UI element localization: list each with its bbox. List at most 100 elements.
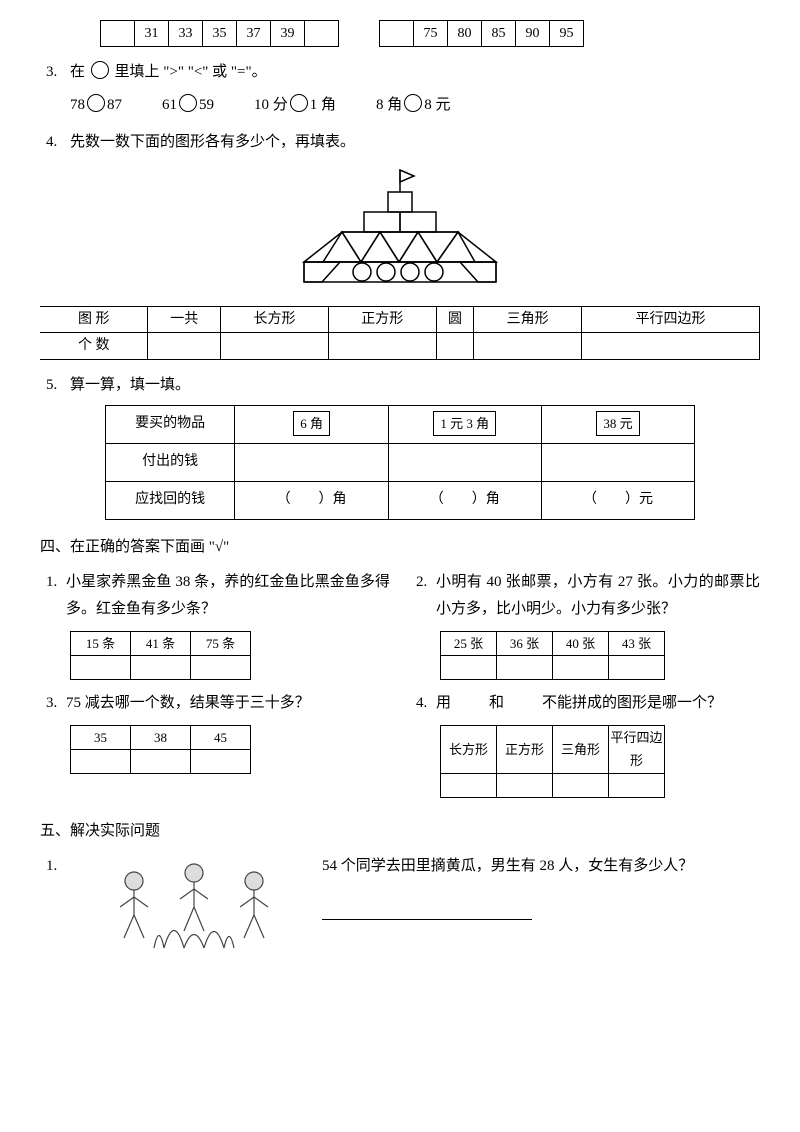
- row-label: 要买的物品: [105, 405, 235, 443]
- question-number: 1.: [40, 569, 66, 623]
- question-number: 4.: [40, 129, 70, 156]
- circle-blank[interactable]: [290, 94, 308, 112]
- answer-cell[interactable]: [71, 750, 131, 774]
- s4-q2: 2. 小明有 40 张邮票，小方有 27 张。小力的邮票比小方多，比小明少。小力…: [410, 569, 760, 623]
- sequence-table-left: 3133353739: [100, 20, 339, 47]
- sequence-cell: 35: [203, 21, 237, 47]
- table-header: 平行四边形: [582, 307, 760, 333]
- comparison-item: 10 分1 角: [254, 92, 336, 119]
- answer-cell[interactable]: [609, 773, 665, 797]
- item-cell: 6 角: [235, 405, 388, 443]
- sequence-cell: 75: [414, 21, 448, 47]
- comparison-item: 8 角8 元: [376, 92, 451, 119]
- s5-q1: 1.: [40, 853, 760, 973]
- sequence-cell[interactable]: [305, 21, 339, 47]
- s4-q1: 1. 小星家养黑金鱼 38 条，养的红金鱼比黑金鱼多得多。红金鱼有多少条？: [40, 569, 390, 623]
- illustration: [84, 853, 304, 973]
- choice-cell: 长方形: [441, 725, 497, 773]
- choice-cell: 15 条: [71, 631, 131, 655]
- circle-blank[interactable]: [404, 94, 422, 112]
- choice-table: 长方形正方形三角形平行四边形: [440, 725, 665, 798]
- answer-cell[interactable]: （ ）元: [541, 481, 694, 519]
- question-text-block: 54 个同学去田里摘黄瓜，男生有 28 人，女生有多少人？: [322, 853, 760, 973]
- choice-cell: 35: [71, 725, 131, 749]
- blank-cell[interactable]: [235, 443, 388, 481]
- table-header: 三角形: [474, 307, 582, 333]
- blank-cell[interactable]: [436, 333, 474, 359]
- sequence-cell[interactable]: [380, 21, 414, 47]
- blank-cell[interactable]: [328, 333, 436, 359]
- blank-cell[interactable]: [474, 333, 582, 359]
- item-cell: 1 元 3 角: [388, 405, 541, 443]
- question-number: 3.: [40, 59, 70, 86]
- answer-cell[interactable]: [441, 773, 497, 797]
- question-5: 5. 算一算，填一填。: [40, 372, 760, 399]
- answer-cell[interactable]: [131, 655, 191, 679]
- answer-line[interactable]: [322, 900, 532, 920]
- blank-cell[interactable]: [221, 333, 329, 359]
- section-5-title: 五、解决实际问题: [40, 818, 760, 845]
- shape-count-table: 图 形一共长方形正方形圆三角形平行四边形 个 数: [40, 306, 760, 359]
- answer-cell[interactable]: （ ）角: [388, 481, 541, 519]
- choice-cell: 平行四边形: [609, 725, 665, 773]
- question-text: 用和不能拼成的图形是哪一个？: [436, 690, 760, 717]
- table-header: 长方形: [221, 307, 329, 333]
- question-text: 先数一数下面的图形各有多少个，再填表。: [70, 129, 760, 156]
- answer-cell[interactable]: [553, 773, 609, 797]
- answer-cell[interactable]: [131, 750, 191, 774]
- table-header: 圆: [436, 307, 474, 333]
- row-label: 付出的钱: [105, 443, 235, 481]
- choice-table: 353845: [70, 725, 251, 774]
- row-label: 应找回的钱: [105, 481, 235, 519]
- sequence-cell: 33: [169, 21, 203, 47]
- circle-blank[interactable]: [179, 94, 197, 112]
- blank-cell[interactable]: [541, 443, 694, 481]
- question-text: 54 个同学去田里摘黄瓜，男生有 28 人，女生有多少人？: [322, 853, 760, 880]
- calc-table: 要买的物品 6 角 1 元 3 角 38 元 付出的钱 应找回的钱 （ ）角 （…: [105, 405, 695, 520]
- choice-cell: 45: [191, 725, 251, 749]
- answer-cell[interactable]: [191, 655, 251, 679]
- choice-cell: 41 条: [131, 631, 191, 655]
- answer-cell[interactable]: [441, 655, 497, 679]
- sequence-cell[interactable]: [101, 21, 135, 47]
- answer-cell[interactable]: [609, 655, 665, 679]
- question-text: 小星家养黑金鱼 38 条，养的红金鱼比黑金鱼多得多。红金鱼有多少条？: [66, 569, 390, 623]
- question-text: 小明有 40 张邮票，小方有 27 张。小力的邮票比小方多，比小明少。小力有多少…: [436, 569, 760, 623]
- answer-cell[interactable]: [191, 750, 251, 774]
- choice-cell: 三角形: [553, 725, 609, 773]
- s4-q4: 4. 用和不能拼成的图形是哪一个？: [410, 690, 760, 717]
- sequence-cell: 85: [482, 21, 516, 47]
- circle-blank[interactable]: [87, 94, 105, 112]
- choice-cell: 75 条: [191, 631, 251, 655]
- answer-cell[interactable]: （ ）角: [235, 481, 388, 519]
- choice-table: 15 条41 条75 条: [70, 631, 251, 680]
- choice-cell: 43 张: [609, 631, 665, 655]
- sequence-cell: 37: [237, 21, 271, 47]
- choice-cell: 38: [131, 725, 191, 749]
- blank-cell[interactable]: [148, 333, 221, 359]
- answer-cell[interactable]: [497, 773, 553, 797]
- answer-cell[interactable]: [497, 655, 553, 679]
- table-header: 图 形: [40, 307, 148, 333]
- row-label: 个 数: [40, 333, 148, 359]
- question-4: 4. 先数一数下面的图形各有多少个，再填表。: [40, 129, 760, 156]
- question-text: 在 里填上 ">" "<" 或 "="。: [70, 59, 760, 86]
- question-number: 4.: [410, 690, 436, 717]
- question-text: 75 减去哪一个数，结果等于三十多？: [66, 690, 390, 717]
- sequence-table-right: 7580859095: [379, 20, 584, 47]
- comparison-row: 7887615910 分1 角8 角8 元: [40, 92, 760, 119]
- comparison-item: 6159: [162, 92, 214, 119]
- sequence-tables: 3133353739 7580859095: [100, 20, 760, 47]
- sequence-cell: 39: [271, 21, 305, 47]
- answer-cell[interactable]: [71, 655, 131, 679]
- section-4-title: 四、在正确的答案下面画 "√": [40, 534, 760, 561]
- blank-cell[interactable]: [388, 443, 541, 481]
- blank-cell[interactable]: [582, 333, 760, 359]
- table-header: 正方形: [328, 307, 436, 333]
- question-number: 2.: [410, 569, 436, 623]
- s4-q3: 3. 75 减去哪一个数，结果等于三十多？: [40, 690, 390, 717]
- choice-cell: 36 张: [497, 631, 553, 655]
- sequence-cell: 90: [516, 21, 550, 47]
- sequence-cell: 95: [550, 21, 584, 47]
- answer-cell[interactable]: [553, 655, 609, 679]
